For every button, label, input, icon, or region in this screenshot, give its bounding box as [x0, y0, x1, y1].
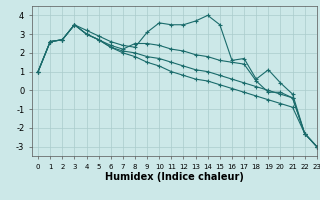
- X-axis label: Humidex (Indice chaleur): Humidex (Indice chaleur): [105, 172, 244, 182]
